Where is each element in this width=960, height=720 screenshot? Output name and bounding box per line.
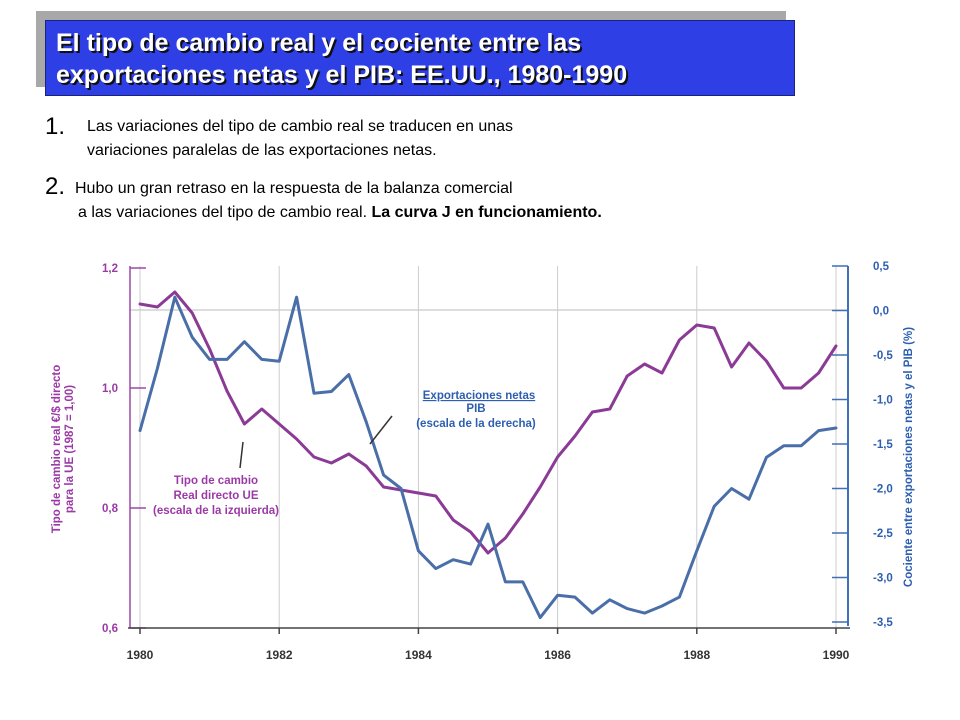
exchange-label-line3: (escala de la izquierda) xyxy=(153,505,279,517)
x-tick-label: 1984 xyxy=(405,648,432,662)
bullet-2-line1: Hubo un gran retraso en la respuesta de … xyxy=(75,180,513,197)
left-tick-label: 1,2 xyxy=(102,263,118,275)
bullet-number-2: 2. xyxy=(45,173,66,200)
netexports-label-line2: PIB xyxy=(466,403,485,415)
right-tick-label: 0,0 xyxy=(873,306,889,318)
netexports-label-line1: Exportaciones netas xyxy=(423,390,535,402)
left-axis-label-line1: Tipo de cambio real €/$ directo xyxy=(51,365,63,534)
x-tick-label: 1988 xyxy=(683,648,710,662)
right-tick-label: -0,5 xyxy=(873,350,893,362)
x-tick-label: 1980 xyxy=(127,648,154,662)
netexports-label-pointer xyxy=(369,415,393,445)
slide-title-line1: El tipo de cambio real y el cociente ent… xyxy=(56,29,582,57)
bullet-number-1: 1. xyxy=(45,113,66,140)
gridlines xyxy=(130,266,848,628)
x-axis-ticks: 1980 1982 1984 1986 1988 1990 xyxy=(127,628,850,662)
right-tick-label: 0,5 xyxy=(873,261,890,273)
right-tick-label: -1,5 xyxy=(873,439,893,451)
series-layer xyxy=(138,290,838,620)
right-tick-label: -2,5 xyxy=(873,528,893,540)
right-tick-label: -3,0 xyxy=(873,573,893,585)
slide-title-box: El tipo de cambio real y el cociente ent… xyxy=(45,20,795,96)
bullet-1-line2: variaciones paralelas de las exportacion… xyxy=(87,142,437,159)
left-axis-label-line2: para la UE (1987 = 1,00) xyxy=(64,385,76,513)
x-tick-label: 1986 xyxy=(544,648,571,662)
left-axis-ticks: 1,2 1,0 0,8 0,6 xyxy=(102,263,146,635)
slide-title-line2: exportaciones netas y el PIB: EE.UU., 19… xyxy=(56,61,628,89)
exchange-rate-line xyxy=(138,290,838,555)
bullet-2-line2: a las variaciones del tipo de cambio rea… xyxy=(78,204,602,222)
bullet-2-line2-plain: a las variaciones del tipo de cambio rea… xyxy=(78,204,372,221)
x-tick-label: 1982 xyxy=(266,648,293,662)
net-exports-line xyxy=(138,295,838,620)
exchange-label-pointer xyxy=(239,441,244,469)
left-tick-label: 0,8 xyxy=(102,503,119,515)
right-axis-ticks: 0,5 0,0 -0,5 -1,0 -1,5 -2,0 -2,5 -3,0 -3,5 xyxy=(832,261,893,629)
x-tick-label: 1990 xyxy=(823,648,850,662)
netexports-label-line3: (escala de la derecha) xyxy=(416,418,536,430)
left-tick-label: 0,6 xyxy=(102,623,118,635)
exchange-label-line2: Real directo UE xyxy=(174,490,259,502)
left-tick-label: 1,0 xyxy=(102,383,118,395)
right-axis-label: Cociente entre exportaciones netas y el … xyxy=(903,327,915,587)
right-tick-label: -3,5 xyxy=(873,617,893,629)
bullet-2-line2-bold: La curva J en funcionamiento. xyxy=(371,204,602,221)
bullet-1-line1: Las variaciones del tipo de cambio real … xyxy=(87,118,514,135)
right-tick-label: -2,0 xyxy=(873,484,893,496)
right-tick-label: -1,0 xyxy=(873,395,893,407)
exchange-label-line1: Tipo de cambio xyxy=(174,475,258,487)
